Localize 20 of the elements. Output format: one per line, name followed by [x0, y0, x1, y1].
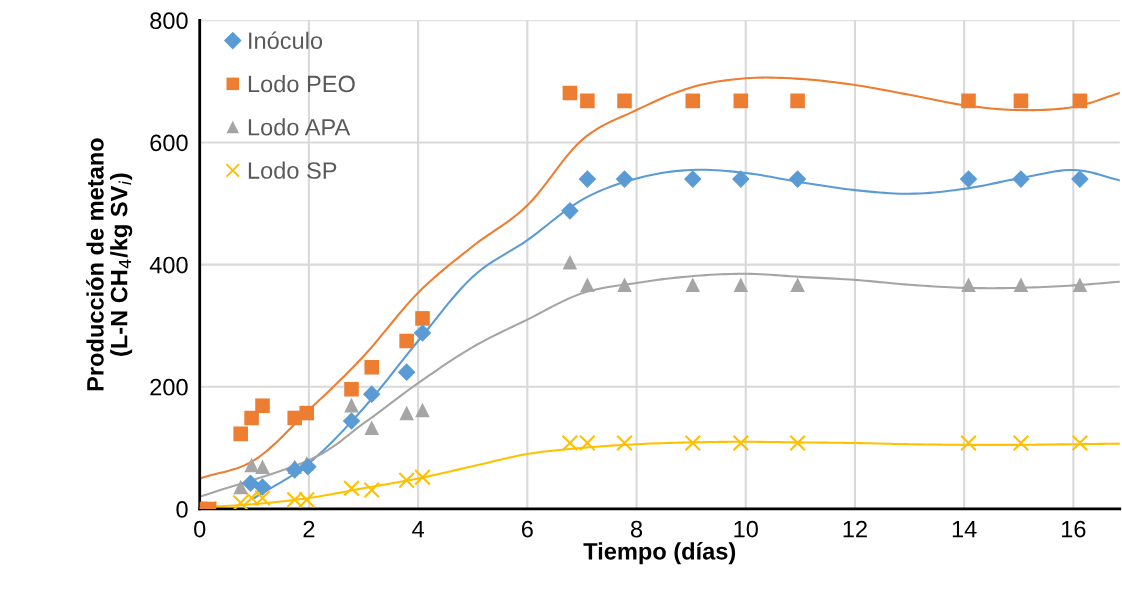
x-tick-label: 12	[843, 520, 867, 538]
x-tick-label: 0	[194, 520, 206, 538]
legend-label: Lodo PEO	[248, 75, 355, 93]
x-tick-label: 14	[952, 520, 977, 538]
x-tick-label: 10	[734, 520, 758, 538]
y-tick-label: 600	[150, 134, 188, 152]
x-tick-label: 16	[1062, 520, 1086, 538]
y-tick-label: 0	[176, 501, 188, 518]
x-tick-label: 2	[303, 520, 315, 538]
legend-label: Lodo SP	[248, 161, 337, 179]
legend-label: Inóculo	[249, 31, 323, 50]
y-tick-label: 400	[149, 256, 188, 274]
y-tick-label: 200	[150, 378, 188, 396]
x-tick-label: 6	[521, 520, 533, 538]
legend-label: Lodo APA	[248, 118, 351, 136]
y-axis-title: Producción de metano (L-N CH$_{4}$/kg SV$_{i}$)	[86, 138, 133, 391]
y-tick-label: 800	[150, 12, 188, 30]
x-tick-label: 8	[630, 520, 643, 538]
x-tick-label: 4	[412, 520, 424, 538]
x-axis-title: Tiempo (días)	[583, 542, 736, 565]
